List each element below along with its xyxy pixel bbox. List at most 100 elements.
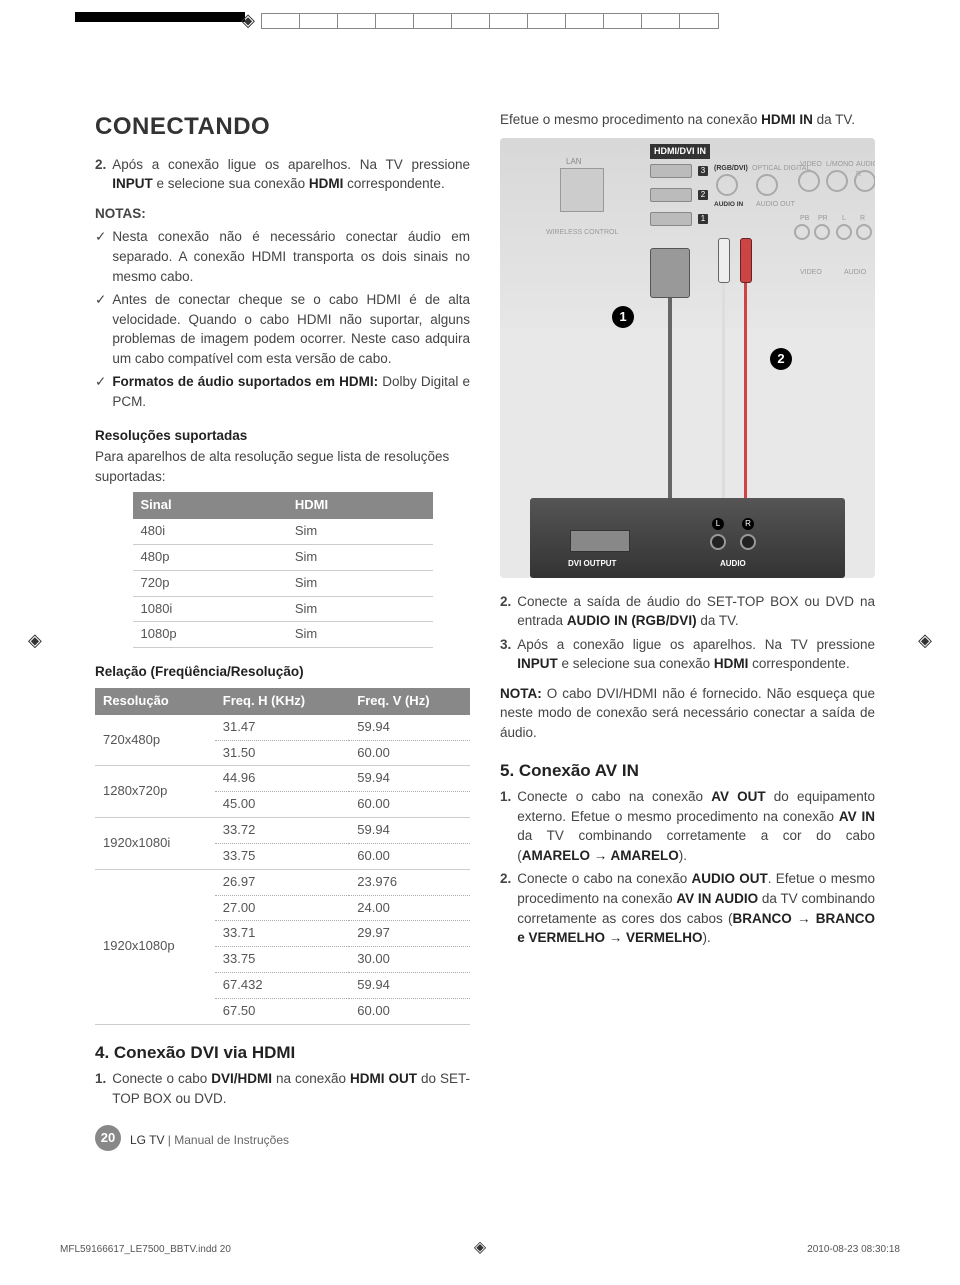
l-label: L (842, 214, 846, 224)
rca-jack (794, 224, 810, 240)
table-cell: 59.94 (349, 973, 470, 999)
frequency-table: Resolução Freq. H (KHz) Freq. V (Hz) 720… (95, 688, 470, 1025)
table-row: 1080pSim (133, 622, 433, 648)
hdmi-plug (650, 248, 690, 298)
table-cell: 31.50 (215, 740, 350, 766)
table-header: Resolução (95, 688, 215, 715)
table-cell: 33.75 (215, 843, 350, 869)
audioout-label: AUDIO OUT (756, 200, 795, 210)
rca-jack (856, 224, 872, 240)
callout-badge-2: 2 (770, 348, 792, 370)
rca-jack (798, 170, 820, 192)
table-header: Freq. H (KHz) (215, 688, 350, 715)
table-cell: 24.00 (349, 895, 470, 921)
content-columns: CONECTANDO 2. Após a conexão ligue os ap… (95, 110, 875, 1109)
audio-cable-white (722, 283, 725, 498)
table-cell: 33.75 (215, 947, 350, 973)
page-number-badge: 20 (95, 1125, 121, 1151)
table-header: Sinal (133, 492, 287, 519)
table-row: 480iSim (133, 519, 433, 544)
lan-port (560, 168, 604, 212)
video-label: VIDEO (800, 160, 822, 170)
manual-page: ◈ ◈ ◈ CONECTANDO 2. Após a conexão ligue… (0, 0, 960, 1285)
color-swatch (680, 14, 718, 28)
hdmi-port-1 (650, 212, 692, 226)
footer-text: LG TV | Manual de Instruções (130, 1133, 289, 1147)
table-row: 480pSim (133, 544, 433, 570)
table-cell: 44.96 (215, 766, 350, 792)
table-cell: Sim (287, 544, 433, 570)
registration-mark-icon: ◈ (241, 10, 255, 31)
table-cell: 480p (133, 544, 287, 570)
table-cell: 60.00 (349, 998, 470, 1024)
check-icon: ✓ (95, 372, 106, 411)
check-icon: ✓ (95, 227, 106, 286)
table-cell: 720p (133, 570, 287, 596)
rca-plug-white (718, 238, 730, 283)
table-row: 1920x1080p26.9723.976 (95, 869, 470, 895)
table-cell: 30.00 (349, 947, 470, 973)
resolutions-table: Sinal HDMI 480iSim480pSim720pSim1080iSim… (133, 492, 433, 648)
nota-2: ✓ Antes de conectar cheque se o cabo HDM… (95, 290, 470, 368)
audio-r-badge: R (742, 518, 754, 530)
right-nota: NOTA: O cabo DVI/HDMI não é fornecido. N… (500, 684, 875, 743)
table-cell: 60.00 (349, 843, 470, 869)
color-swatch (300, 14, 338, 28)
table-cell: 59.94 (349, 715, 470, 740)
color-swatch (262, 14, 300, 28)
port-num: 1 (698, 214, 708, 224)
section-5-step-1: 1. Conecte o cabo na conexão AV OUT do e… (500, 787, 875, 865)
table-cell: 60.00 (349, 740, 470, 766)
nota-1: ✓ Nesta conexão não é necessário conecta… (95, 227, 470, 286)
resolutions-heading: Resoluções suportadas (95, 426, 470, 446)
nota-3: ✓ Formatos de áudio suportados em HDMI: … (95, 372, 470, 411)
audio-label: AUDIO (720, 558, 746, 570)
indesign-timestamp: 2010-08-23 08:30:18 (807, 1244, 900, 1255)
table-cell: 23.976 (349, 869, 470, 895)
audio-jack (716, 174, 738, 196)
hdmi-dvi-in-label: HDMI/DVI IN (650, 144, 710, 159)
table-cell: Sim (287, 596, 433, 622)
hdmi-port-2 (650, 188, 692, 202)
table-header: HDMI (287, 492, 433, 519)
step-2: 2. Após a conexão ligue os aparelhos. Na… (95, 155, 470, 194)
section-5-title: 5. Conexão AV IN (500, 759, 875, 784)
right-column: Efetue o mesmo procedimento na conexão H… (500, 110, 875, 1109)
wireless-label: WIRELESS CONTROL (546, 228, 618, 238)
audio-jack-r (740, 534, 756, 550)
lan-label: LAN (566, 156, 582, 168)
table-cell: 1080p (133, 622, 287, 648)
rgbdvi-label: (RGB/DVI) (714, 164, 748, 174)
connection-diagram: HDMI/DVI IN LAN WIRELESS CONTROL 3 2 1 (… (500, 138, 875, 578)
rca-jack (826, 170, 848, 192)
rca-jack (814, 224, 830, 240)
pr-label: PR (818, 214, 828, 224)
table-row: 720x480p31.4759.94 (95, 715, 470, 740)
table-cell: Sim (287, 622, 433, 648)
table-cell: 60.00 (349, 792, 470, 818)
table-cell: 26.97 (215, 869, 350, 895)
table-row: 1280x720p44.9659.94 (95, 766, 470, 792)
color-swatch (604, 14, 642, 28)
table-cell: 480i (133, 519, 287, 544)
table-row: 720pSim (133, 570, 433, 596)
table-cell: 45.00 (215, 792, 350, 818)
port-num: 3 (698, 166, 708, 176)
section-4-step-1: 1. Conecte o cabo DVI/HDMI na conexão HD… (95, 1069, 470, 1108)
check-icon: ✓ (95, 290, 106, 368)
dvi-port (570, 530, 630, 552)
indesign-filename: MFL59166617_LE7500_BBTV.indd 20 (60, 1244, 231, 1255)
r-label: R (860, 214, 865, 224)
color-swatch (528, 14, 566, 28)
registration-mark-right-icon: ◈ (918, 630, 932, 651)
table-cell: 67.432 (215, 973, 350, 999)
table-cell: 59.94 (349, 818, 470, 844)
table-header: Freq. V (Hz) (349, 688, 470, 715)
section-5-step-2: 2. Conecte o cabo na conexão AUDIO OUT. … (500, 869, 875, 947)
hdmi-cable (668, 298, 672, 498)
rca-jack (836, 224, 852, 240)
audioin-label: AUDIO IN (714, 200, 743, 209)
port-num: 2 (698, 190, 708, 200)
color-swatch (414, 14, 452, 28)
registration-mark-bottom-icon: ◈ (474, 1237, 486, 1257)
